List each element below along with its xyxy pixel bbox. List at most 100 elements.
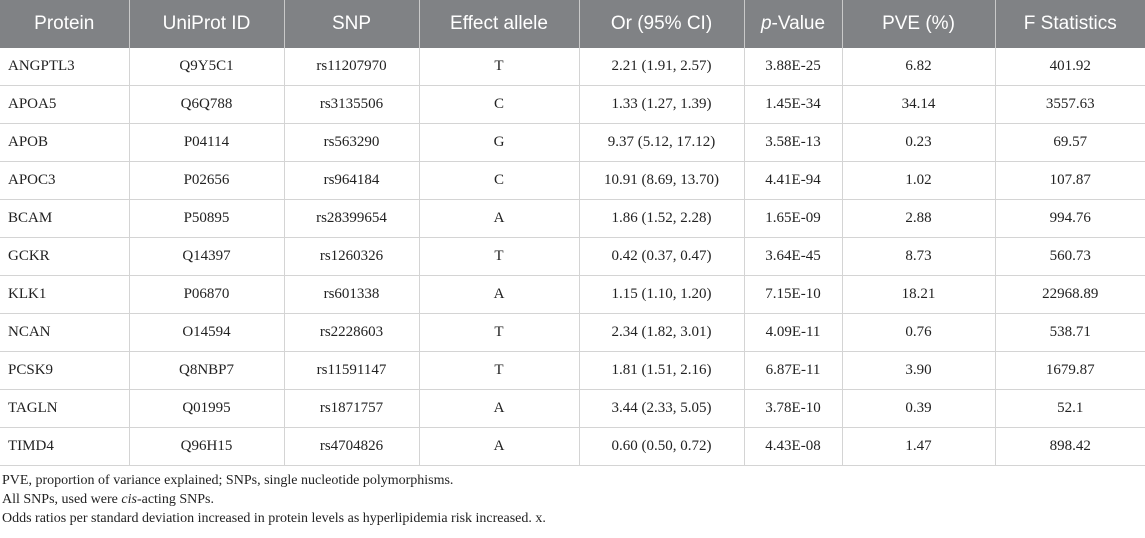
- cell-snp: rs4704826: [284, 427, 420, 466]
- cell-pve: 3.90: [842, 351, 996, 390]
- note-line-2-prefix: All SNPs, used were: [2, 492, 122, 507]
- cell-snp: rs11207970: [284, 48, 420, 86]
- cell-effect-allele: T: [419, 237, 580, 276]
- note-line-1: PVE, proportion of variance explained; S…: [2, 473, 454, 488]
- header-row: Protein UniProt ID SNP Effect allele Or …: [0, 0, 1145, 48]
- cell-p-value: 4.41E-94: [744, 161, 843, 200]
- cell-or-ci: 1.33 (1.27, 1.39): [579, 85, 745, 124]
- cell-pve: 1.02: [842, 161, 996, 200]
- cell-f-statistics: 560.73: [995, 237, 1145, 276]
- header-p-value: p-Value: [744, 0, 843, 48]
- cell-pve: 8.73: [842, 237, 996, 276]
- cell-or-ci: 0.42 (0.37, 0.47): [579, 237, 745, 276]
- data-table: Protein UniProt ID SNP Effect allele Or …: [0, 0, 1145, 466]
- table-row: APOC3 P02656 rs964184 C 10.91 (8.69, 13.70) 4…: [0, 161, 1145, 200]
- cell-or-ci: 9.37 (5.12, 17.12): [579, 123, 745, 162]
- cell-effect-allele: A: [419, 275, 580, 314]
- cell-uniprot-id: P04114: [129, 123, 285, 162]
- cell-f-statistics: 3557.63: [995, 85, 1145, 124]
- cell-uniprot-id: O14594: [129, 313, 285, 352]
- header-f-statistics: F Statistics: [995, 0, 1145, 48]
- cell-f-statistics: 52.1: [995, 389, 1145, 428]
- cell-snp: rs11591147: [284, 351, 420, 390]
- cell-pve: 6.82: [842, 48, 996, 86]
- cell-protein: KLK1: [0, 275, 130, 314]
- cell-f-statistics: 1679.87: [995, 351, 1145, 390]
- table-row: PCSK9 Q8NBP7 rs11591147 T 1.81 (1.51, 2.16) 6…: [0, 351, 1145, 390]
- cell-pve: 0.23: [842, 123, 996, 162]
- table-row: APOB P04114 rs563290 G 9.37 (5.12, 17.12) 3.5…: [0, 123, 1145, 162]
- cell-or-ci: 1.86 (1.52, 2.28): [579, 199, 745, 238]
- table-row: ANGPTL3 Q9Y5C1 rs11207970 T 2.21 (1.91, 2.57…: [0, 48, 1145, 86]
- cell-effect-allele: T: [419, 351, 580, 390]
- cell-p-value: 7.15E-10: [744, 275, 843, 314]
- table-row: TIMD4 Q96H15 rs4704826 A 0.60 (0.50, 0.72) 4.…: [0, 427, 1145, 466]
- cell-or-ci: 1.15 (1.10, 1.20): [579, 275, 745, 314]
- note-line-3: Odds ratios per standard deviation incre…: [2, 511, 546, 526]
- table-row: BCAM P50895 rs28399654 A 1.86 (1.52, 2.28) 1.…: [0, 199, 1145, 238]
- cell-protein: NCAN: [0, 313, 130, 352]
- cell-snp: rs1871757: [284, 389, 420, 428]
- cell-p-value: 1.65E-09: [744, 199, 843, 238]
- cell-uniprot-id: P02656: [129, 161, 285, 200]
- header-uniprot-id: UniProt ID: [129, 0, 285, 48]
- cell-f-statistics: 22968.89: [995, 275, 1145, 314]
- cell-f-statistics: 107.87: [995, 161, 1145, 200]
- cell-protein: GCKR: [0, 237, 130, 276]
- cell-snp: rs3135506: [284, 85, 420, 124]
- cell-or-ci: 1.81 (1.51, 2.16): [579, 351, 745, 390]
- cell-p-value: 3.58E-13: [744, 123, 843, 162]
- cell-or-ci: 3.44 (2.33, 5.05): [579, 389, 745, 428]
- cell-uniprot-id: Q14397: [129, 237, 285, 276]
- cell-f-statistics: 538.71: [995, 313, 1145, 352]
- table-row: APOA5 Q6Q788 rs3135506 C 1.33 (1.27, 1.39) 1.…: [0, 85, 1145, 124]
- note-line-2: All SNPs, used were cis-acting SNPs.: [2, 490, 1145, 509]
- table-row: TAGLN Q01995 rs1871757 A 3.44 (2.33, 5.05) 3.…: [0, 389, 1145, 428]
- table-row: NCAN O14594 rs2228603 T 2.34 (1.82, 3.01) 4.0…: [0, 313, 1145, 352]
- cell-or-ci: 2.34 (1.82, 3.01): [579, 313, 745, 352]
- cell-uniprot-id: Q8NBP7: [129, 351, 285, 390]
- cell-protein: TAGLN: [0, 389, 130, 428]
- cell-effect-allele: A: [419, 389, 580, 428]
- cell-effect-allele: T: [419, 48, 580, 86]
- cell-protein: APOA5: [0, 85, 130, 124]
- table-row: KLK1 P06870 rs601338 A 1.15 (1.10, 1.20) 7.15…: [0, 275, 1145, 314]
- cell-effect-allele: C: [419, 161, 580, 200]
- cell-protein: APOC3: [0, 161, 130, 200]
- cell-p-value: 1.45E-34: [744, 85, 843, 124]
- cell-p-value: 3.78E-10: [744, 389, 843, 428]
- cell-protein: PCSK9: [0, 351, 130, 390]
- cell-effect-allele: G: [419, 123, 580, 162]
- cell-p-value: 3.88E-25: [744, 48, 843, 86]
- cell-pve: 0.39: [842, 389, 996, 428]
- cell-snp: rs601338: [284, 275, 420, 314]
- cell-p-value: 6.87E-11: [744, 351, 843, 390]
- cell-uniprot-id: Q6Q788: [129, 85, 285, 124]
- cell-pve: 0.76: [842, 313, 996, 352]
- cell-or-ci: 2.21 (1.91, 2.57): [579, 48, 745, 86]
- cell-protein: APOB: [0, 123, 130, 162]
- cell-snp: rs2228603: [284, 313, 420, 352]
- cell-effect-allele: T: [419, 313, 580, 352]
- cell-f-statistics: 898.42: [995, 427, 1145, 466]
- cell-protein: ANGPTL3: [0, 48, 130, 86]
- header-pve: PVE (%): [842, 0, 996, 48]
- table-row: GCKR Q14397 rs1260326 T 0.42 (0.37, 0.47) 3.6…: [0, 237, 1145, 276]
- cell-snp: rs563290: [284, 123, 420, 162]
- header-p-value-italic: p: [760, 13, 772, 34]
- header-p-value-suffix: -Value: [771, 13, 826, 34]
- cell-uniprot-id: P06870: [129, 275, 285, 314]
- cell-pve: 18.21: [842, 275, 996, 314]
- table-notes: PVE, proportion of variance explained; S…: [0, 471, 1145, 528]
- cell-f-statistics: 994.76: [995, 199, 1145, 238]
- cell-or-ci: 0.60 (0.50, 0.72): [579, 427, 745, 466]
- header-snp: SNP: [284, 0, 420, 48]
- note-line-2-suffix: -acting SNPs.: [136, 492, 214, 507]
- cell-uniprot-id: P50895: [129, 199, 285, 238]
- header-protein: Protein: [0, 0, 130, 48]
- cell-p-value: 3.64E-45: [744, 237, 843, 276]
- cell-pve: 2.88: [842, 199, 996, 238]
- cell-snp: rs1260326: [284, 237, 420, 276]
- cell-p-value: 4.09E-11: [744, 313, 843, 352]
- header-or-ci: Or (95% CI): [579, 0, 745, 48]
